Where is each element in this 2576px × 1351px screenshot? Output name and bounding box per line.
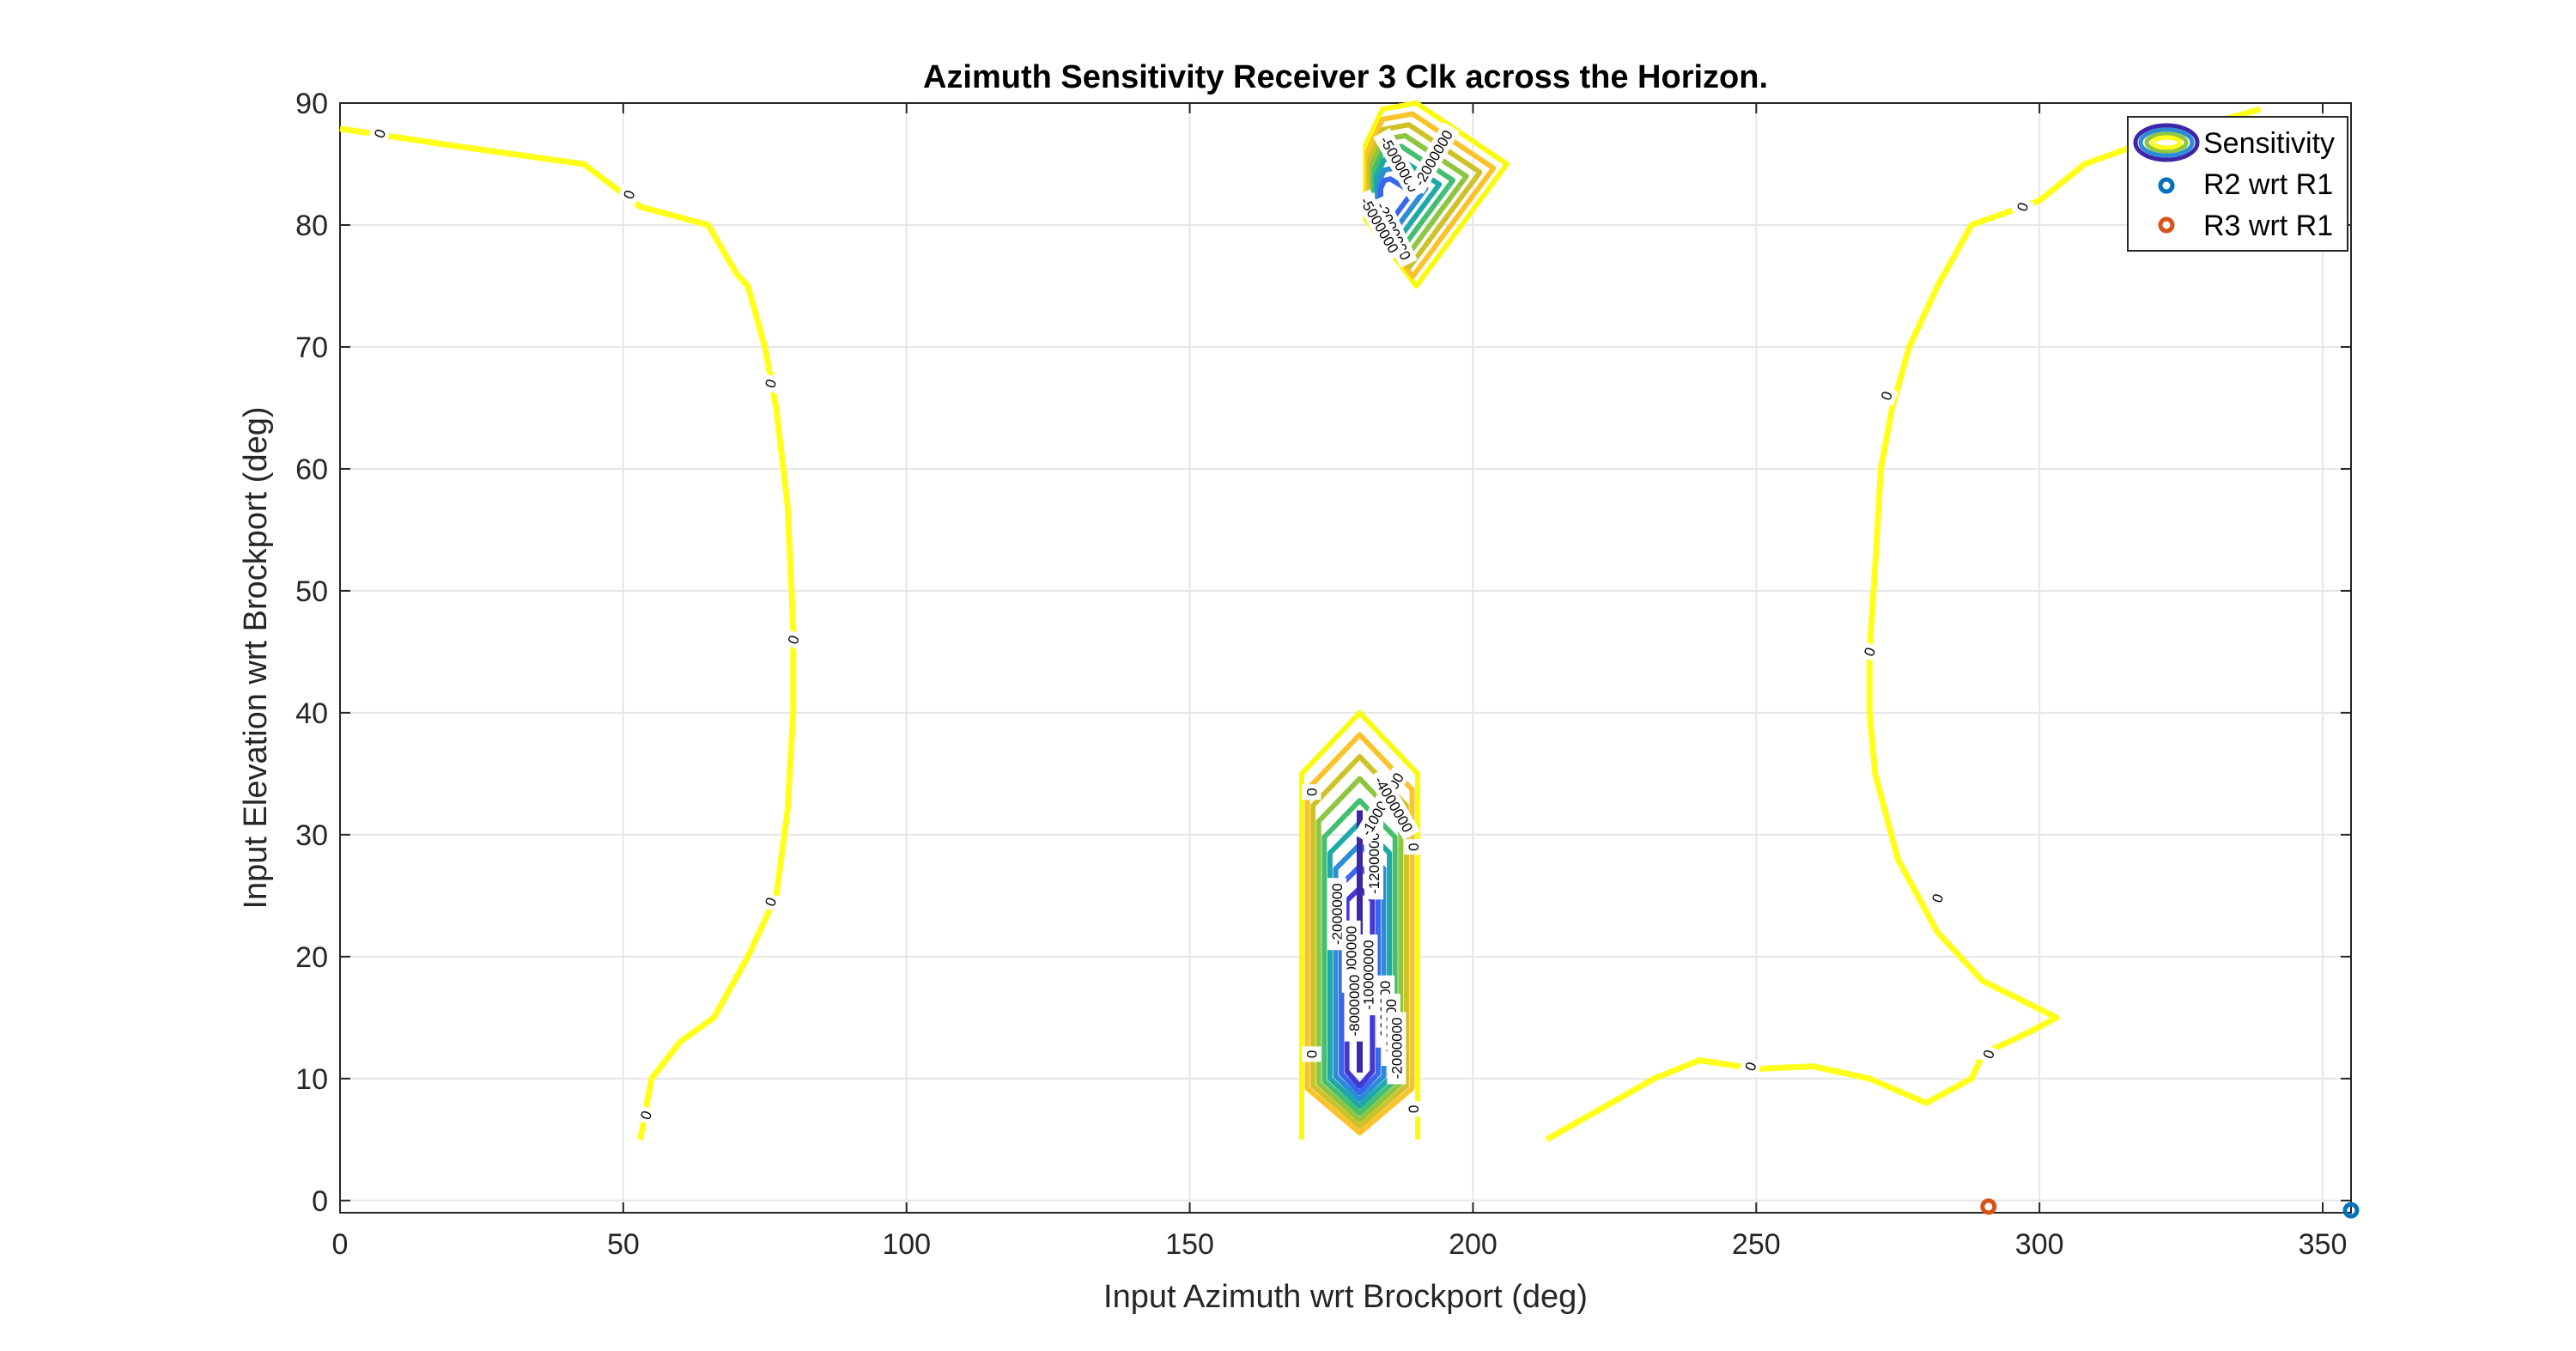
legend: Sensitivity R2 wrt R1 R3 wrt R1 — [2127, 116, 2348, 252]
contour-label-text: -2000000 — [1388, 1017, 1405, 1079]
contour-label-bg — [1353, 764, 1411, 844]
x-tick-label: 250 — [1732, 1228, 1781, 1261]
contour-label: 0 — [1302, 784, 1321, 800]
contour-label-text: 0 — [1303, 788, 1320, 795]
chart-title: Azimuth Sensitivity Receiver 3 Clk acros… — [923, 59, 1768, 95]
legend-entry-sensitivity: Sensitivity — [2203, 127, 2335, 160]
y-axis-label: Input Elevation wrt Brockport (deg) — [238, 406, 274, 909]
y-tick-label: 90 — [295, 88, 328, 120]
y-tick-label: 50 — [295, 575, 328, 608]
contour-label: 0 — [2010, 196, 2034, 217]
contour-label-bg — [1302, 1046, 1321, 1062]
x-tick-label: 350 — [2299, 1228, 2348, 1261]
contour-label: 0 — [634, 1105, 658, 1126]
legend-swatch-ring — [2133, 123, 2200, 162]
contour-label: 0 — [1739, 1056, 1763, 1077]
x-tick-label: 300 — [2015, 1228, 2064, 1261]
y-tick-label: 10 — [295, 1063, 328, 1096]
y-tick-label: 80 — [295, 210, 328, 242]
contour-label-bg — [1857, 641, 1881, 663]
contour-label-bg — [1925, 887, 1949, 909]
contour-label-bg — [1404, 839, 1424, 855]
contour-label-bg — [1874, 385, 1899, 406]
zero-contour-line — [1545, 106, 2262, 1142]
contour-label-bg — [1367, 768, 1420, 841]
contour-label-text: -2000000 — [1329, 883, 1346, 945]
contour-label-bg — [1387, 1012, 1406, 1085]
contour-label-bg — [1977, 1044, 2001, 1065]
contour-label: 0 — [758, 891, 782, 913]
contour-label-bg — [1302, 784, 1321, 800]
lower-contour-ring — [1310, 754, 1409, 1129]
x-tick-label: 0 — [332, 1228, 349, 1261]
axes: 0 50 100 150 200 250 300 350 0 10 20 30 40 50 60 70 80 90 — [295, 88, 2351, 1261]
receiver-points — [1980, 1198, 2360, 1219]
contour-label: 0 — [758, 373, 782, 394]
x-tick-label: 200 — [1449, 1228, 1498, 1261]
y-tick-label: 40 — [295, 697, 328, 730]
contour-label: -8000000 — [1344, 969, 1364, 1042]
lower-contour-ring — [1298, 709, 1421, 1140]
contour-label: 0 — [368, 123, 392, 144]
contour-label: 0 — [781, 629, 805, 650]
contour-label-bg — [1406, 122, 1460, 194]
contour-label: -2000000 — [1387, 1012, 1406, 1085]
legend-entry-r3: R3 wrt R1 — [2203, 210, 2333, 242]
r2-point — [2342, 1202, 2360, 1219]
x-tick-label: 50 — [607, 1228, 640, 1261]
contour-label: 0 — [617, 184, 641, 205]
legend-r2-marker — [2158, 177, 2175, 194]
x-tick-label: 150 — [1165, 1228, 1214, 1261]
contour-label-bg — [758, 891, 782, 913]
contour-label-text: 0 — [1303, 1050, 1320, 1058]
lower-contour-ring — [1304, 732, 1415, 1135]
contour-label-bg — [634, 1105, 658, 1126]
legend-entry-r2: R2 wrt R1 — [2203, 168, 2333, 201]
contour-label-bg — [2010, 196, 2034, 217]
y-tick-label: 20 — [295, 941, 328, 974]
contour-label: 0 — [1857, 641, 1881, 663]
contour-label-bg — [781, 629, 805, 650]
contour-label-text: 0 — [1406, 1105, 1422, 1113]
legend-swatch-ring — [2150, 135, 2183, 150]
contour-label: 0 — [1404, 839, 1424, 855]
contour-label-text: -8000000 — [1346, 975, 1363, 1037]
y-tick-label: 60 — [295, 453, 328, 486]
contour-label-bg — [758, 373, 782, 394]
contour-label-text: 0 — [1406, 843, 1422, 850]
legend-sensitivity-swatch — [2133, 123, 2200, 162]
y-tick-label: 30 — [295, 819, 328, 852]
x-axis-label: Input Azimuth wrt Brockport (deg) — [1103, 1279, 1588, 1315]
r3-point — [1980, 1198, 1997, 1215]
legend-swatch-ring — [2138, 127, 2195, 158]
contour-label: 0 — [1977, 1044, 2001, 1065]
contour-label-bg — [368, 123, 392, 144]
contour-label-text: -10000000 — [1360, 940, 1376, 1009]
contour-label-bg — [1344, 969, 1364, 1042]
x-tick-label: 100 — [882, 1228, 931, 1261]
contour-label: 0 — [1925, 887, 1949, 909]
zero-contour-line — [339, 125, 797, 1141]
contour-label: 0 — [1874, 385, 1899, 406]
contour-label-bg — [617, 184, 641, 205]
contour-label-bg — [1404, 1101, 1424, 1117]
contour-label: 0 — [1404, 1101, 1424, 1117]
contour-label-bg — [1739, 1056, 1763, 1077]
legend-r3-marker — [2158, 216, 2175, 234]
legend-swatch-ring — [2144, 131, 2189, 154]
y-tick-label: 70 — [295, 332, 328, 364]
contour-label: 0 — [1302, 1046, 1321, 1062]
contour-label-bg — [1353, 189, 1406, 261]
plot-area — [339, 102, 2352, 1214]
y-tick-label: 0 — [312, 1185, 328, 1218]
